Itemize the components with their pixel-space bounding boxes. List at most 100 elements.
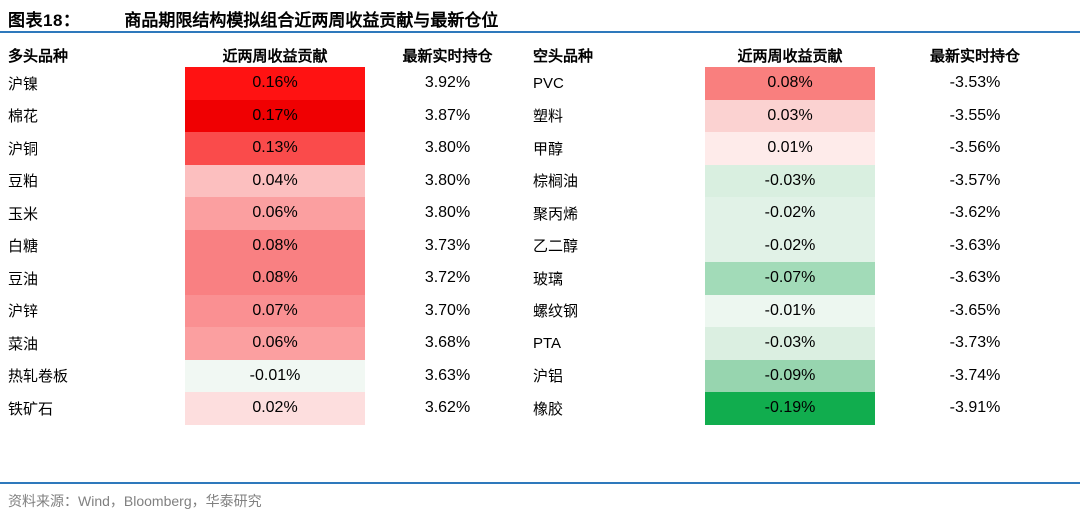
table-row: 热轧卷板 -0.01% 3.63% — [8, 359, 530, 392]
position-value: -3.63% — [949, 269, 1001, 287]
contribution-heat-cell: 0.08% — [705, 67, 875, 100]
table-row: 塑料 0.03% -3.55% — [533, 99, 1075, 132]
commodity-name: 棉花 — [8, 108, 39, 126]
position-value: 3.62% — [424, 399, 471, 417]
column-header-variety: 多头品种 — [8, 48, 69, 65]
long-positions-table: 多头品种 近两周收益贡献 最新实时持仓 沪镍 0.16% 3.92% 棉花 0.17% 3… — [8, 44, 530, 425]
position-value: 3.80% — [424, 139, 471, 157]
short-rows: PVC 0.08% -3.53% 塑料 0.03% -3.55% 甲醇 0.01% -3.56%… — [533, 67, 1075, 425]
contribution-heat-cell: 0.07% — [185, 294, 365, 327]
table-row: 豆油 0.08% 3.72% — [8, 262, 530, 295]
commodity-name: 橡胶 — [533, 400, 564, 418]
contribution-heat-cell: -0.01% — [705, 294, 875, 327]
position-value: 3.80% — [424, 204, 471, 222]
position-value: -3.65% — [949, 301, 1001, 319]
commodity-name: 聚丙烯 — [533, 205, 579, 223]
position-value: 3.68% — [424, 334, 471, 352]
position-value: -3.53% — [949, 74, 1001, 92]
commodity-name: PTA — [533, 334, 562, 352]
table-row: 沪铜 0.13% 3.80% — [8, 132, 530, 165]
commodity-name: 螺纹钢 — [533, 303, 579, 321]
contribution-heat-cell: -0.09% — [705, 359, 875, 392]
column-header-variety: 空头品种 — [533, 48, 594, 65]
position-value: -3.62% — [949, 204, 1001, 222]
position-value: -3.91% — [949, 399, 1001, 417]
column-header-contribution: 近两周收益贡献 — [222, 48, 328, 65]
short-positions-table: 空头品种 近两周收益贡献 最新实时持仓 PVC 0.08% -3.53% 塑料 0.03… — [533, 44, 1075, 425]
commodity-name: 沪铝 — [533, 368, 564, 386]
position-value: 3.70% — [424, 301, 471, 319]
position-value: 3.87% — [424, 106, 471, 124]
commodity-name: 豆油 — [8, 270, 39, 288]
contribution-heat-cell: -0.01% — [185, 359, 365, 392]
table-row: 沪铝 -0.09% -3.74% — [533, 359, 1075, 392]
table-row: 棕榈油 -0.03% -3.57% — [533, 164, 1075, 197]
commodity-name: 豆粕 — [8, 173, 39, 191]
contribution-heat-cell: -0.03% — [705, 327, 875, 360]
column-header-contribution: 近两周收益贡献 — [737, 48, 843, 65]
source-note: 资料来源：Wind，Bloomberg，华泰研究 — [8, 493, 262, 509]
contribution-heat-cell: 0.01% — [705, 132, 875, 165]
position-value: 3.92% — [424, 74, 471, 92]
table-row: 棉花 0.17% 3.87% — [8, 99, 530, 132]
commodity-name: 棕榈油 — [533, 173, 579, 191]
table-row: 甲醇 0.01% -3.56% — [533, 132, 1075, 165]
table-row: 沪锌 0.07% 3.70% — [8, 294, 530, 327]
position-value: -3.63% — [949, 236, 1001, 254]
table-row: 螺纹钢 -0.01% -3.65% — [533, 294, 1075, 327]
table-row: 玉米 0.06% 3.80% — [8, 197, 530, 230]
contribution-heat-cell: 0.08% — [185, 262, 365, 295]
contribution-heat-cell: 0.06% — [185, 327, 365, 360]
commodity-name: PVC — [533, 74, 564, 92]
table-row: 乙二醇 -0.02% -3.63% — [533, 229, 1075, 262]
position-value: -3.73% — [949, 334, 1001, 352]
commodity-name: 热轧卷板 — [8, 368, 69, 386]
commodity-name: 玉米 — [8, 205, 39, 223]
contribution-heat-cell: 0.08% — [185, 229, 365, 262]
table-row: 沪镍 0.16% 3.92% — [8, 67, 530, 100]
long-table-header: 多头品种 近两周收益贡献 最新实时持仓 — [8, 44, 530, 67]
commodity-name: 白糖 — [8, 238, 39, 256]
top-divider-rule — [0, 31, 1080, 33]
table-row: 玻璃 -0.07% -3.63% — [533, 262, 1075, 295]
table-row: PVC 0.08% -3.53% — [533, 67, 1075, 100]
table-row: 白糖 0.08% 3.73% — [8, 229, 530, 262]
commodity-name: 甲醇 — [533, 140, 564, 158]
long-rows: 沪镍 0.16% 3.92% 棉花 0.17% 3.87% 沪铜 0.13% 3.80% 豆粕 0.… — [8, 67, 530, 425]
commodity-name: 菜油 — [8, 335, 39, 353]
commodity-name: 塑料 — [533, 108, 564, 126]
bottom-divider-rule — [0, 482, 1080, 484]
commodity-name: 铁矿石 — [8, 400, 54, 418]
contribution-heat-cell: 0.17% — [185, 99, 365, 132]
position-value: 3.73% — [424, 236, 471, 254]
contribution-heat-cell: -0.19% — [705, 392, 875, 425]
commodity-name: 沪铜 — [8, 140, 39, 158]
table-row: 橡胶 -0.19% -3.91% — [533, 392, 1075, 425]
contribution-heat-cell: 0.03% — [705, 99, 875, 132]
position-value: 3.80% — [424, 171, 471, 189]
contribution-heat-cell: 0.13% — [185, 132, 365, 165]
column-header-position: 最新实时持仓 — [402, 48, 493, 65]
table-row: PTA -0.03% -3.73% — [533, 327, 1075, 360]
commodity-name: 玻璃 — [533, 270, 564, 288]
contribution-heat-cell: -0.02% — [705, 229, 875, 262]
contribution-heat-cell: 0.16% — [185, 67, 365, 100]
commodity-name: 乙二醇 — [533, 238, 579, 256]
contribution-heat-cell: 0.02% — [185, 392, 365, 425]
contribution-heat-cell: -0.02% — [705, 197, 875, 230]
table-row: 铁矿石 0.02% 3.62% — [8, 392, 530, 425]
column-header-position: 最新实时持仓 — [929, 48, 1020, 65]
position-value: -3.74% — [949, 366, 1001, 384]
page-title: 商品期限结构模拟组合近两周收益贡献与最新仓位 — [124, 11, 499, 30]
figure-label: 图表18： — [8, 11, 81, 30]
short-table-header: 空头品种 近两周收益贡献 最新实时持仓 — [533, 44, 1075, 67]
commodity-name: 沪锌 — [8, 303, 39, 321]
contribution-heat-cell: -0.03% — [705, 164, 875, 197]
position-value: 3.72% — [424, 269, 471, 287]
table-row: 豆粕 0.04% 3.80% — [8, 164, 530, 197]
table-row: 菜油 0.06% 3.68% — [8, 327, 530, 360]
position-value: -3.57% — [949, 171, 1001, 189]
table-row: 聚丙烯 -0.02% -3.62% — [533, 197, 1075, 230]
contribution-heat-cell: 0.06% — [185, 197, 365, 230]
commodity-name: 沪镍 — [8, 75, 39, 93]
